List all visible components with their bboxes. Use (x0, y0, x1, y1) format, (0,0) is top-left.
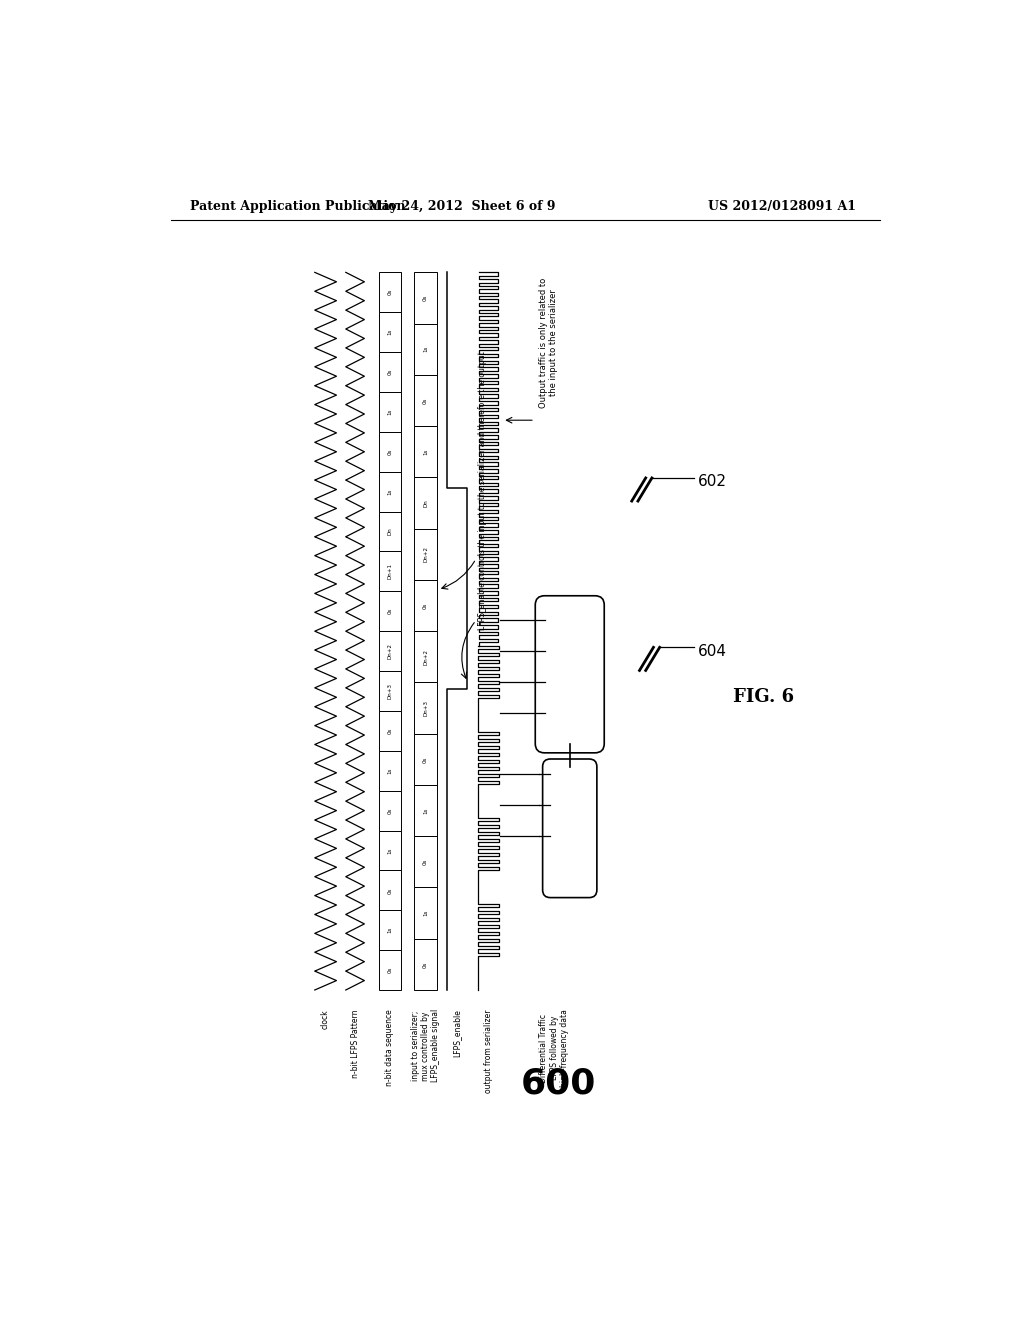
Text: 1s: 1s (387, 329, 392, 335)
Text: 0s: 0s (423, 602, 428, 609)
Bar (414, 939, 437, 990)
Text: Dn: Dn (387, 528, 392, 536)
Bar (379, 272, 400, 313)
FancyBboxPatch shape (536, 595, 604, 752)
Bar (379, 313, 400, 352)
Text: Dn+3: Dn+3 (423, 700, 428, 715)
Text: 0s: 0s (387, 966, 392, 973)
Text: Dn+2: Dn+2 (387, 643, 392, 659)
Text: 0s: 0s (387, 808, 392, 813)
Bar (414, 887, 437, 939)
Text: 1s: 1s (423, 346, 428, 352)
Bar (414, 375, 437, 426)
Bar (379, 791, 400, 830)
Text: 0s: 0s (423, 961, 428, 968)
Bar (379, 392, 400, 432)
Bar (414, 837, 437, 887)
Bar (379, 352, 400, 392)
Bar (379, 471, 400, 512)
Text: Dn+1: Dn+1 (387, 564, 392, 579)
Bar (414, 631, 437, 682)
Text: output from serializer: output from serializer (484, 1010, 493, 1093)
Bar (379, 950, 400, 990)
Bar (414, 682, 437, 734)
Text: Output traffic is only related to
the input to the serializer: Output traffic is only related to the in… (539, 277, 558, 408)
Text: n-bit LFPS Pattern: n-bit LFPS Pattern (350, 1010, 359, 1077)
Text: Dn+2: Dn+2 (423, 649, 428, 665)
Text: LFPS_enable controls the input to the serializer and therefore the output: LFPS_enable controls the input to the se… (478, 351, 487, 630)
Bar (379, 671, 400, 711)
Text: 0s: 0s (387, 887, 392, 894)
Text: 0s: 0s (423, 397, 428, 404)
Text: US 2012/0128091 A1: US 2012/0128091 A1 (709, 199, 856, 213)
Text: LFPS_enable: LFPS_enable (453, 1010, 461, 1057)
Text: 600: 600 (520, 1067, 596, 1101)
Bar (379, 591, 400, 631)
Text: 0s: 0s (387, 449, 392, 455)
Bar (379, 711, 400, 751)
Text: 0s: 0s (387, 609, 392, 614)
Bar (379, 911, 400, 950)
Bar (379, 432, 400, 471)
Text: 0s: 0s (387, 727, 392, 734)
FancyBboxPatch shape (543, 759, 597, 898)
Bar (414, 734, 437, 785)
Text: Dn+3: Dn+3 (387, 682, 392, 700)
Text: 602: 602 (697, 474, 727, 490)
Text: 1s: 1s (387, 927, 392, 933)
Text: 1s: 1s (387, 409, 392, 414)
Text: Dn: Dn (423, 499, 428, 507)
Bar (379, 631, 400, 671)
Text: 0s: 0s (423, 859, 428, 865)
Bar (414, 785, 437, 837)
Text: Dn+2: Dn+2 (423, 546, 428, 562)
Text: 1s: 1s (387, 767, 392, 774)
Bar (414, 478, 437, 529)
Text: input to serializer;
mux controlled by
LFPS_enable signal: input to serializer; mux controlled by L… (411, 1010, 440, 1082)
Text: 1s: 1s (387, 847, 392, 854)
Text: 0s: 0s (387, 368, 392, 375)
Bar (379, 751, 400, 791)
Bar (379, 552, 400, 591)
Text: n-bit data sequence: n-bit data sequence (385, 1010, 394, 1086)
Text: 0s: 0s (423, 756, 428, 763)
Text: 1s: 1s (387, 488, 392, 495)
Bar (414, 272, 437, 323)
Text: 1s: 1s (423, 449, 428, 455)
Text: May 24, 2012  Sheet 6 of 9: May 24, 2012 Sheet 6 of 9 (368, 199, 555, 213)
Bar (414, 529, 437, 579)
Bar (379, 512, 400, 552)
Text: FIG. 6: FIG. 6 (733, 689, 794, 706)
Text: 0s: 0s (387, 289, 392, 296)
Bar (414, 426, 437, 478)
Text: 1s: 1s (423, 909, 428, 916)
Text: 1s: 1s (423, 808, 428, 813)
Text: 604: 604 (697, 644, 727, 659)
Bar (414, 579, 437, 631)
Bar (414, 323, 437, 375)
Text: clock: clock (322, 1010, 330, 1028)
Text: Patent Application Publication: Patent Application Publication (190, 199, 406, 213)
Text: 0s: 0s (423, 294, 428, 301)
Bar (379, 830, 400, 870)
Bar (379, 870, 400, 911)
Text: Differential Traffic
LFPS followed by
high-frequency data: Differential Traffic LFPS followed by hi… (540, 1010, 569, 1088)
